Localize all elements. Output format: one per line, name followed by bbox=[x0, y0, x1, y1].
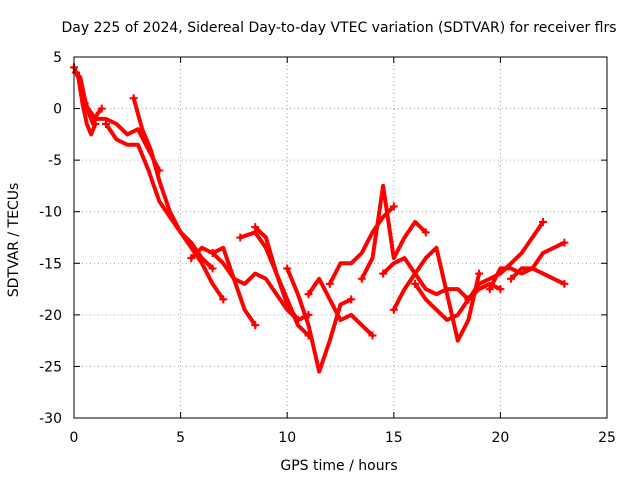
series-line-sat-n bbox=[381, 256, 471, 302]
series-point-sat-s bbox=[507, 274, 516, 283]
x-tick-label: 0 bbox=[70, 430, 79, 446]
series-point-sat-j bbox=[347, 295, 356, 304]
y-tick-label: -20 bbox=[39, 308, 62, 324]
series-point-sat-d bbox=[101, 120, 110, 129]
series-point-sat-q bbox=[539, 218, 548, 227]
y-tick-label: -30 bbox=[39, 411, 62, 427]
series-point-sat-h bbox=[236, 233, 245, 242]
y-tick-label: 0 bbox=[53, 102, 62, 118]
series-point-sat-o bbox=[389, 305, 398, 314]
series-point-sat-r bbox=[485, 285, 494, 294]
series-point-sat-n bbox=[379, 269, 388, 278]
series-line-sat-l bbox=[327, 204, 396, 286]
series-line-sat-d bbox=[104, 122, 215, 271]
chart-title: Day 225 of 2024, Sidereal Day-to-day VTE… bbox=[61, 20, 616, 36]
series-point-sat-m bbox=[421, 228, 430, 237]
series-point-sat-d bbox=[208, 264, 217, 273]
series-point-sat-j bbox=[283, 264, 292, 273]
series-point-sat-k bbox=[368, 331, 377, 340]
series-line-sat-o bbox=[391, 245, 482, 343]
series-line-sat-r bbox=[487, 240, 567, 292]
series-point-sat-s bbox=[560, 279, 569, 288]
y-axis-label: SDTVAR / TECUs bbox=[6, 183, 22, 298]
x-tick-label: 20 bbox=[491, 430, 509, 446]
series-point-sat-l bbox=[389, 202, 398, 211]
series-line-sat-c bbox=[82, 101, 162, 173]
series-point-sat-b bbox=[72, 68, 81, 77]
y-tick-label: -15 bbox=[39, 256, 62, 272]
series-line-sat-g bbox=[210, 245, 258, 328]
series-point-sat-g bbox=[251, 321, 260, 330]
series-point-sat-m bbox=[357, 274, 366, 283]
series-line-sat-s bbox=[509, 266, 567, 286]
series-point-sat-e bbox=[219, 295, 228, 304]
series-point-sat-l bbox=[325, 279, 334, 288]
y-tick-label: -25 bbox=[39, 359, 62, 375]
series-point-sat-g bbox=[208, 248, 217, 257]
series-line-sat-m bbox=[359, 183, 428, 281]
plot-frame bbox=[73, 56, 608, 419]
x-tick-label: 10 bbox=[278, 430, 296, 446]
x-tick-label: 5 bbox=[176, 430, 185, 446]
series-point-sat-c bbox=[80, 99, 89, 108]
series-point-sat-f bbox=[187, 254, 196, 263]
y-tick-label: 5 bbox=[53, 50, 62, 66]
series-line-sat-p bbox=[413, 281, 503, 322]
series-point-sat-r bbox=[560, 238, 569, 247]
y-tick-label: -5 bbox=[48, 153, 62, 169]
series-point-sat-p bbox=[496, 285, 505, 294]
series-line-sat-f bbox=[189, 245, 300, 322]
x-tick-label: 15 bbox=[385, 430, 403, 446]
series-line-sat-e bbox=[131, 96, 226, 302]
x-tick-label: 25 bbox=[598, 430, 616, 446]
series-line-sat-k bbox=[306, 276, 375, 338]
series-point-sat-e bbox=[129, 94, 138, 103]
series-point-sat-q bbox=[464, 295, 473, 304]
series-line-sat-b bbox=[74, 70, 104, 126]
series-point-sat-i bbox=[251, 223, 260, 232]
series-point-sat-b bbox=[97, 104, 106, 113]
series-line-sat-j bbox=[285, 266, 354, 374]
series-point-sat-p bbox=[411, 279, 420, 288]
series-point-sat-o bbox=[475, 269, 484, 278]
series-line-sat-i bbox=[253, 225, 311, 322]
series-point-sat-k bbox=[304, 290, 313, 299]
series-group bbox=[70, 63, 569, 374]
y-tick-label: -10 bbox=[39, 205, 62, 221]
x-axis-label: GPS time / hours bbox=[280, 458, 397, 474]
axes: 0 5 10 15 20 25 5 0 -5 -10 -15 -20 -25 -30 bbox=[39, 50, 616, 446]
grid bbox=[74, 57, 607, 418]
